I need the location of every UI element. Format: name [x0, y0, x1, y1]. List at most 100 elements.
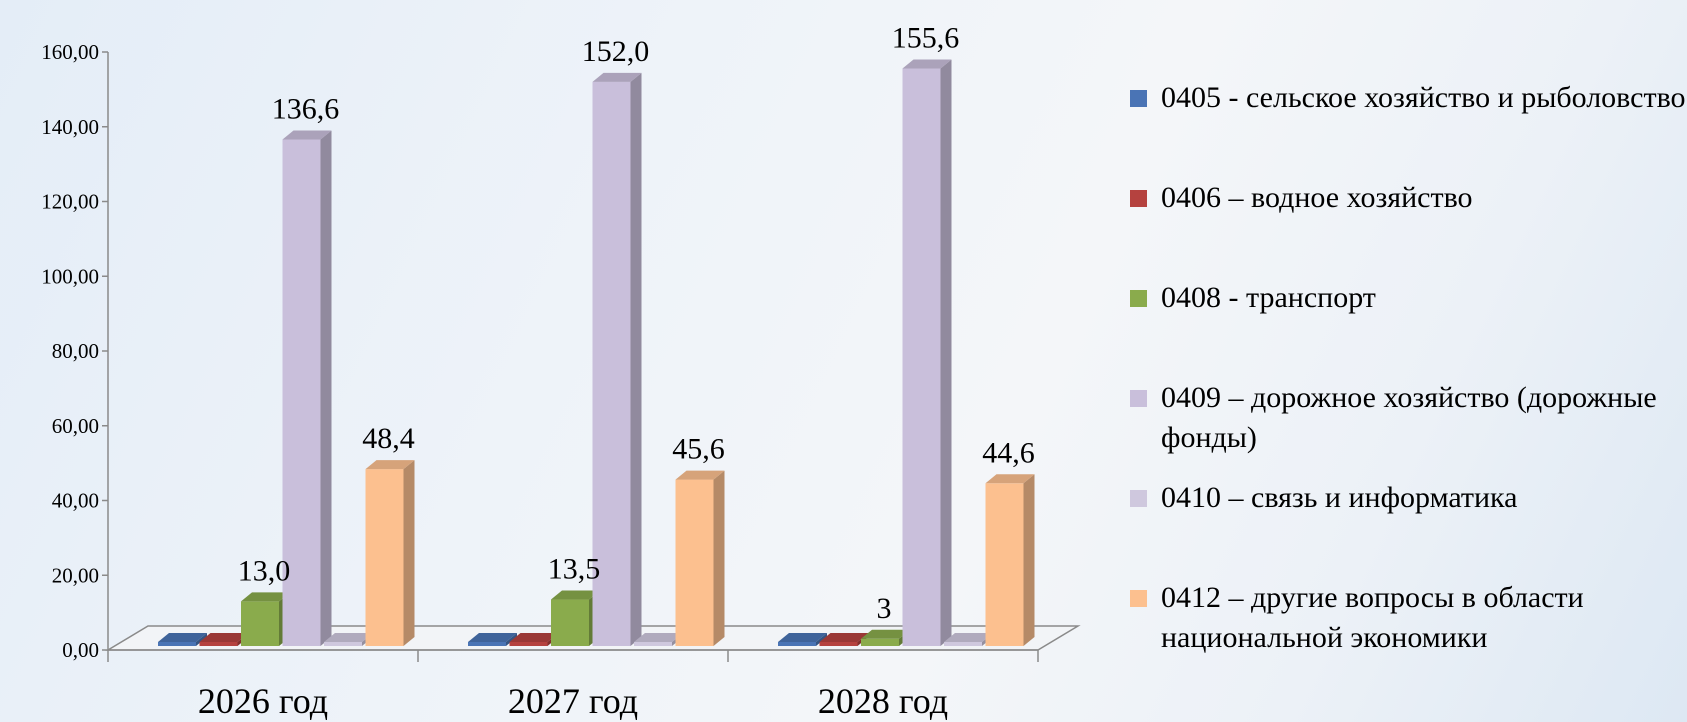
bar-top: [902, 59, 952, 69]
y-tick-label: 120,00: [41, 190, 99, 214]
bar-front: [199, 642, 238, 646]
legend-item: 0410 – связь и информатика: [1130, 478, 1687, 518]
y-tick-label: 100,00: [41, 264, 99, 288]
y-tick-label: 20,00: [52, 563, 99, 587]
bar-front: [819, 642, 858, 646]
bar-side: [1023, 474, 1035, 646]
bar-front: [365, 469, 404, 646]
bar-side: [506, 633, 517, 646]
bar: [282, 130, 332, 646]
bar-top: [282, 130, 332, 140]
legend: 0405 - сельское хозяйство и рыболовство 0…: [1130, 78, 1687, 678]
x-category-label: 2027 год: [508, 681, 638, 721]
legend-swatch: [1130, 90, 1147, 107]
bar-front: [944, 642, 982, 646]
bar-front: [902, 68, 941, 646]
data-label: 136,6: [272, 92, 340, 125]
legend-label: 0412 – другие вопросы в области национал…: [1161, 581, 1584, 654]
y-axis: 0,00 20,00 40,00 60,00 80,00 100,00 120,00 140,…: [41, 40, 109, 662]
bar-front: [158, 642, 196, 646]
bar-top: [365, 460, 415, 470]
bar-top: [158, 633, 207, 642]
y-tick-label: 160,00: [41, 40, 99, 64]
legend-item: 0412 – другие вопросы в области национал…: [1130, 578, 1687, 658]
bar-front: [551, 599, 589, 646]
bar-top: [468, 633, 517, 642]
bar-front: [324, 642, 362, 646]
legend-label: 0408 - транспорт: [1161, 281, 1376, 314]
bar-front: [468, 642, 506, 646]
y-tick-label: 0,00: [62, 638, 99, 662]
bar-top: [985, 474, 1035, 484]
y-tick-label: 80,00: [52, 339, 99, 363]
bar-top: [944, 633, 993, 642]
bar-top: [675, 470, 725, 480]
legend-swatch: [1130, 590, 1147, 607]
bar-front: [282, 139, 321, 646]
bar-front: [778, 642, 816, 646]
bar-top: [861, 629, 910, 639]
bar-top: [634, 633, 683, 642]
bar: [365, 460, 415, 646]
bars: [158, 59, 1035, 646]
y-tick-label: 40,00: [52, 489, 99, 513]
bar-front: [509, 642, 548, 646]
data-label: 13,0: [238, 554, 291, 587]
bar-side: [196, 633, 207, 646]
bar-front: [592, 81, 631, 646]
legend-swatch: [1130, 490, 1147, 507]
y-tick-label: 60,00: [52, 414, 99, 438]
bar-side: [320, 130, 332, 646]
bar-front: [241, 601, 279, 646]
legend-item: 0408 - транспорт: [1130, 278, 1687, 318]
bar-side: [630, 72, 642, 646]
bar: [778, 633, 827, 646]
x-axis: 2026 год 2027 год 2028 год: [107, 649, 1039, 721]
data-label: 152,0: [582, 35, 650, 68]
bar: [675, 470, 725, 646]
bar-top: [199, 633, 249, 642]
legend-item: 0405 - сельское хозяйство и рыболовство: [1130, 78, 1687, 118]
data-label: 155,6: [892, 21, 960, 54]
x-category-label: 2026 год: [198, 681, 328, 721]
bar-top: [778, 633, 827, 642]
bar-side: [713, 470, 725, 646]
bar-front: [675, 479, 714, 646]
legend-label: 0405 - сельское хозяйство и рыболовство: [1161, 81, 1686, 114]
legend-swatch: [1130, 290, 1147, 307]
legend-label: 0409 – дорожное хозяйство (дорожные фонд…: [1161, 381, 1657, 454]
legend-swatch: [1130, 190, 1147, 207]
bar-top: [551, 590, 600, 600]
x-category-label: 2028 год: [818, 681, 948, 721]
bar-side: [940, 59, 952, 646]
bar: [468, 633, 517, 646]
bar-chart: 0,00 20,00 40,00 60,00 80,00 100,00 120,00 140,…: [41, 21, 1081, 721]
y-tick-label: 140,00: [41, 115, 99, 139]
bar-front: [634, 642, 672, 646]
legend-label: 0410 – связь и информатика: [1161, 481, 1518, 514]
legend-label: 0406 – водное хозяйство: [1161, 181, 1473, 214]
data-labels: 13,0 136,6 48,4 13,5 152,0 45,6 3 155,6 44,6: [238, 21, 1035, 624]
bar-top: [819, 633, 869, 642]
bar-top: [509, 633, 559, 642]
bar-top: [592, 72, 642, 82]
bar-front: [861, 638, 899, 646]
data-label: 48,4: [362, 422, 415, 455]
bar-top: [241, 592, 290, 602]
bar: [592, 72, 642, 646]
bar: [985, 474, 1035, 646]
data-label: 44,6: [982, 436, 1035, 469]
bar-side: [816, 633, 827, 646]
bar-side: [403, 460, 415, 646]
legend-item: 0409 – дорожное хозяйство (дорожные фонд…: [1130, 378, 1687, 458]
data-label: 3: [877, 592, 892, 625]
data-label: 13,5: [548, 553, 601, 586]
bar: [902, 59, 952, 646]
bar-front: [985, 483, 1024, 646]
bar-top: [324, 633, 373, 642]
bar: [158, 633, 207, 646]
legend-swatch: [1130, 390, 1147, 407]
legend-item: 0406 – водное хозяйство: [1130, 178, 1687, 218]
data-label: 45,6: [672, 433, 725, 466]
